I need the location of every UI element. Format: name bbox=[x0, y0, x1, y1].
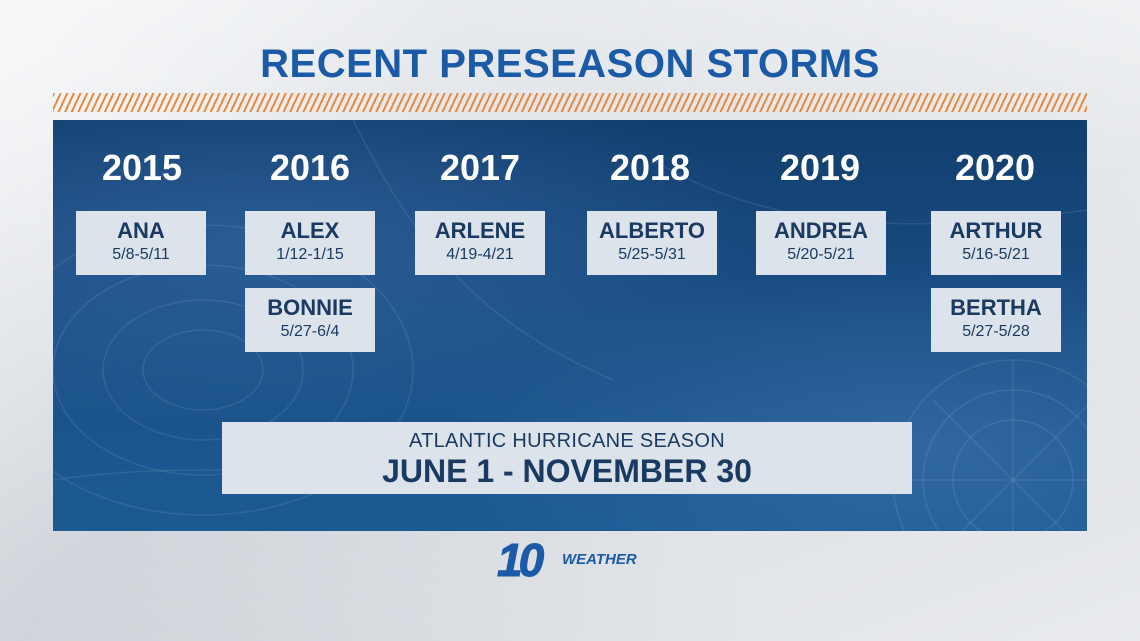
year-2020: 2020 bbox=[954, 147, 1036, 188]
year-2016: 2016 bbox=[269, 147, 351, 188]
season-range: JUNE 1 - NOVEMBER 30 bbox=[382, 453, 752, 489]
storm-dates: 5/8-5/11 bbox=[112, 246, 170, 263]
storm-name: ALEX bbox=[280, 218, 340, 243]
storm-card-bertha: BERTHA 5/27-5/28 bbox=[931, 288, 1061, 352]
storm-card-bonnie: BONNIE 5/27-6/4 bbox=[245, 288, 375, 352]
storm-card-alex: ALEX 1/12-1/15 bbox=[245, 211, 375, 275]
storm-dates: 5/16-5/21 bbox=[962, 246, 1030, 263]
storm-name: ARTHUR bbox=[949, 218, 1043, 243]
year-2018: 2018 bbox=[609, 147, 691, 188]
storm-name: ALBERTO bbox=[599, 218, 705, 243]
page-title: RECENT PRESEASON STORMS bbox=[260, 42, 880, 86]
storm-name: BONNIE bbox=[267, 295, 353, 320]
logo-number: 10 bbox=[496, 534, 544, 586]
season-label: ATLANTIC HURRICANE SEASON bbox=[408, 430, 726, 452]
storm-dates: 1/12-1/15 bbox=[276, 246, 344, 263]
storm-card-andrea: ANDREA 5/20-5/21 bbox=[756, 211, 886, 275]
storm-card-arlene: ARLENE 4/19-4/21 bbox=[415, 211, 545, 275]
storm-name: BERTHA bbox=[950, 295, 1042, 320]
station-logo: 10 WEATHER bbox=[496, 534, 657, 586]
storm-name: ANDREA bbox=[773, 218, 869, 243]
year-2019: 2019 bbox=[779, 147, 861, 188]
storm-dates: 5/25-5/31 bbox=[618, 246, 686, 263]
year-2017: 2017 bbox=[439, 147, 521, 188]
logo-text: WEATHER bbox=[562, 551, 637, 568]
storm-dates: 5/27-5/28 bbox=[962, 323, 1030, 340]
storm-name: ARLENE bbox=[434, 218, 526, 243]
storm-card-alberto: ALBERTO 5/25-5/31 bbox=[587, 211, 717, 275]
storm-card-arthur: ARTHUR 5/16-5/21 bbox=[931, 211, 1061, 275]
storm-card-ana: ANA 5/8-5/11 bbox=[76, 211, 206, 275]
storm-dates: 5/20-5/21 bbox=[787, 246, 855, 263]
decorative-stripe bbox=[53, 93, 1087, 112]
storm-name: ANA bbox=[117, 218, 165, 243]
hurricane-season-box: ATLANTIC HURRICANE SEASON JUNE 1 - NOVEM… bbox=[222, 422, 912, 494]
year-2015: 2015 bbox=[101, 147, 183, 188]
storm-dates: 4/19-4/21 bbox=[446, 246, 514, 263]
storm-dates: 5/27-6/4 bbox=[280, 323, 340, 340]
